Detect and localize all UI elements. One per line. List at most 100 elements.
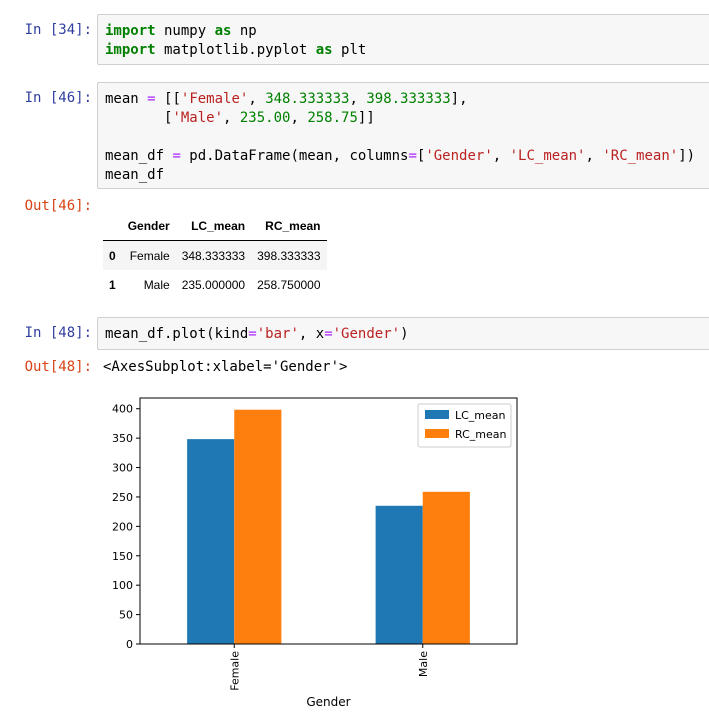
- string-literal: 'Male': [172, 110, 224, 126]
- legend-label: RC_mean: [455, 428, 506, 441]
- table-header-row: Gender LC_mean RC_mean: [103, 211, 327, 241]
- table-cell: Male: [143, 277, 170, 292]
- code-line: import matplotlib.pyplot as plt: [105, 41, 366, 60]
- code-text: [: [416, 148, 426, 164]
- operator: =: [172, 148, 181, 164]
- cell-48-input[interactable]: mean_df.plot(kind='bar', x='Gender'): [97, 317, 709, 350]
- table-cell: Female: [129, 248, 170, 263]
- operator: =: [324, 326, 333, 342]
- keyword: import: [105, 42, 156, 58]
- code-text: ],: [450, 91, 468, 107]
- cell-46-out-prompt: Out[46]:: [24, 198, 92, 214]
- keyword: as: [315, 42, 333, 58]
- string-literal: 'Female': [180, 91, 249, 107]
- code-line: mean_df.plot(kind='bar', x='Gender'): [105, 325, 409, 344]
- cell-48-prompt: In [48]:: [24, 325, 92, 341]
- table-cell: 235.000000: [181, 277, 246, 292]
- column-header: RC_mean: [251, 211, 327, 241]
- legend-swatch: [425, 410, 449, 419]
- y-tick-label: 0: [126, 638, 133, 651]
- number-literal: 398.333333: [366, 91, 451, 107]
- column-header: Gender: [121, 211, 176, 241]
- index-header: [103, 211, 122, 241]
- number-literal: 348.333333: [265, 91, 350, 107]
- legend-swatch: [425, 429, 449, 438]
- legend: LC_mean RC_mean: [417, 403, 512, 448]
- x-axis: Female Male: [228, 644, 430, 691]
- row-index: 0: [109, 248, 116, 263]
- string-literal: 'Gender': [425, 148, 493, 164]
- code-text: np: [231, 23, 257, 39]
- cell-46-input[interactable]: mean = [['Female', 348.333333, 398.33333…: [97, 82, 709, 189]
- code-line: ['Male', 235.00, 258.75]]: [105, 109, 375, 128]
- plot-frame: [139, 397, 518, 645]
- code-line: mean_df = pd.DataFrame(mean, columns=['G…: [105, 147, 695, 166]
- code-text: matplotlib.pyplot: [155, 42, 316, 58]
- code-text: ]): [678, 148, 696, 164]
- x-axis-label: Gender: [306, 695, 350, 709]
- code-text: plt: [332, 42, 367, 58]
- code-text: mean: [105, 91, 148, 107]
- keyword: as: [214, 23, 232, 39]
- code-text: [[: [155, 91, 181, 107]
- number-literal: 235.00: [239, 110, 291, 126]
- code-text: ,: [585, 148, 603, 164]
- table-row: 0 Female 348.333333 398.333333: [103, 240, 327, 270]
- cell-34-input[interactable]: import numpy as np import matplotlib.pyp…: [97, 14, 709, 65]
- code-text: ,: [248, 91, 266, 107]
- code-text: ,: [223, 110, 240, 126]
- y-tick-label: 400: [112, 403, 133, 416]
- bar-chart: 0 50 100 150 200 250 300 350 400 Female Male Gend…: [112, 397, 518, 709]
- code-text: ]]: [357, 110, 375, 126]
- bars-group: [187, 409, 470, 644]
- y-tick-label: 250: [112, 491, 133, 504]
- y-tick-label: 150: [112, 550, 133, 563]
- code-text: mean_df: [105, 167, 165, 183]
- column-header: LC_mean: [175, 211, 252, 241]
- code-line: mean_df: [105, 166, 164, 185]
- code-text: pd.DataFrame(mean, columns: [180, 148, 409, 164]
- table-row: 1 Male 235.000000 258.750000: [103, 270, 327, 299]
- y-tick-label: 350: [112, 432, 133, 445]
- number-literal: 258.75: [307, 110, 358, 126]
- x-tick-label: Male: [417, 651, 430, 677]
- cell-34-prompt: In [34]:: [24, 22, 92, 38]
- code-text: ): [400, 326, 409, 342]
- string-literal: 'Gender': [332, 326, 401, 342]
- code-line: mean = [['Female', 348.333333, 398.33333…: [105, 90, 468, 109]
- legend-label: LC_mean: [455, 409, 506, 422]
- table-cell: 258.750000: [257, 277, 321, 292]
- dataframe-table: Gender LC_mean RC_mean 0 Female 348.3333…: [103, 211, 327, 299]
- table-cell: 398.333333: [257, 248, 321, 263]
- string-literal: 'LC_mean': [509, 148, 586, 164]
- operator: =: [248, 326, 257, 342]
- code-line: import numpy as np: [105, 22, 257, 41]
- row-index: 1: [109, 277, 116, 292]
- y-axis: 0 50 100 150 200 250 300 350 400: [112, 403, 140, 651]
- operator: =: [408, 148, 417, 164]
- operator: =: [147, 91, 156, 107]
- bar-RC_mean-Male: [422, 491, 470, 644]
- code-text: [: [105, 110, 173, 126]
- code-text: ,: [290, 110, 308, 126]
- code-text: numpy: [155, 23, 215, 39]
- bar-LC_mean-Female: [187, 439, 235, 644]
- code-text: ,: [349, 91, 367, 107]
- code-text: , x: [298, 326, 325, 342]
- code-text: mean_df: [105, 148, 173, 164]
- cell-46-prompt: In [46]:: [24, 90, 92, 106]
- string-literal: 'RC_mean': [602, 148, 679, 164]
- keyword: import: [105, 23, 156, 39]
- string-literal: 'bar': [256, 326, 299, 342]
- code-text: mean_df.plot(kind: [105, 326, 249, 342]
- y-tick-label: 200: [112, 520, 133, 533]
- cell-48-out-prompt: Out[48]:: [24, 359, 92, 375]
- bar-RC_mean-Female: [234, 409, 282, 644]
- bar-LC_mean-Male: [375, 505, 423, 644]
- cell-48-output-text: <AxesSubplot:xlabel='Gender'>: [103, 359, 348, 375]
- y-tick-label: 300: [112, 462, 133, 475]
- table-cell: 348.333333: [181, 248, 246, 263]
- x-tick-label: Female: [228, 651, 241, 691]
- y-tick-label: 100: [112, 579, 133, 592]
- y-tick-label: 50: [119, 609, 133, 622]
